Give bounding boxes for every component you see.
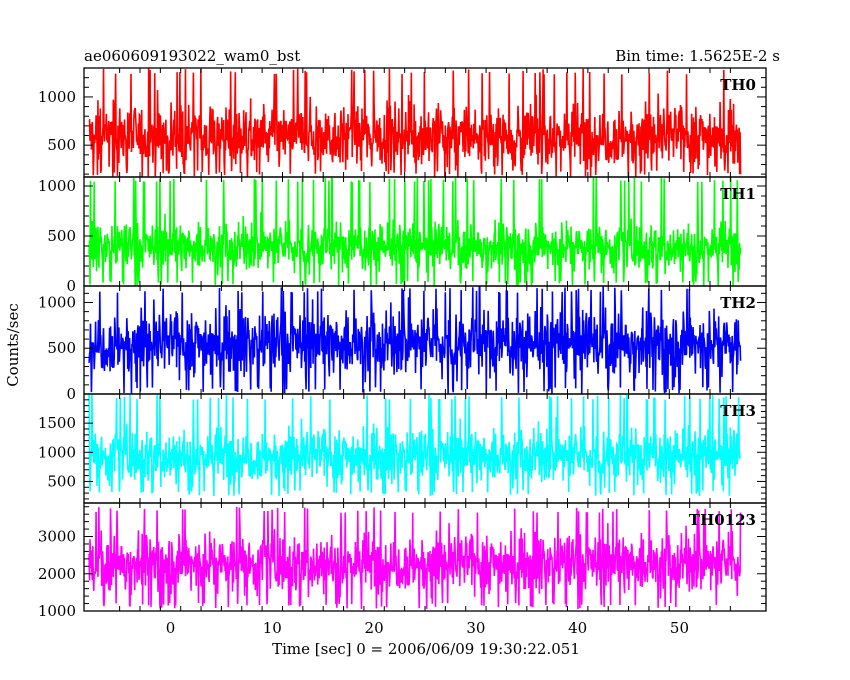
series-th3-line — [88, 394, 741, 497]
y-tick-label: 2000 — [38, 565, 76, 583]
plot-title: ae060609193022_wam0_bst — [84, 47, 300, 65]
x-tick-label: 50 — [670, 619, 689, 637]
panel-th0123: 1000 2000 3000 TH0123 — [38, 502, 767, 620]
panel-label-th0: TH0 — [720, 76, 756, 94]
y-tick-label: 1000 — [38, 88, 76, 106]
panel-label-th3: TH3 — [720, 402, 756, 420]
y-tick-label: 500 — [47, 227, 76, 245]
y-tick-label: 0 — [66, 385, 76, 403]
x-tick-label: 30 — [466, 619, 485, 637]
y-tick-label: 0 — [66, 277, 76, 295]
y-tick-label: 1000 — [38, 602, 76, 620]
panel-th3: 500 1000 1500 TH3 — [38, 393, 767, 504]
y-tick-label: 1500 — [38, 414, 76, 432]
y-tick-label: 500 — [47, 136, 76, 154]
x-tick-label: 20 — [365, 619, 384, 637]
x-tick-label: 10 — [263, 619, 282, 637]
panel-th2: 0 500 1000 TH2 — [38, 285, 767, 403]
series-th1-line — [88, 177, 742, 286]
y-tick-label: 1000 — [38, 177, 76, 195]
y-tick-label: 500 — [47, 339, 76, 357]
panel-label-th1: TH1 — [720, 185, 756, 203]
panel-th1: 0 500 1000 TH1 — [38, 176, 767, 295]
x-tick-label: 40 — [568, 619, 587, 637]
y-tick-label: 500 — [47, 472, 76, 490]
y-tick-label: 1000 — [38, 293, 76, 311]
x-tick-label: 0 — [166, 619, 176, 637]
y-axis-label: Counts/sec — [4, 303, 22, 387]
series-th2-line — [88, 286, 742, 394]
panel-label-th2: TH2 — [720, 294, 756, 312]
y-tick-label: 1000 — [38, 443, 76, 461]
y-tick-label: 3000 — [38, 528, 76, 546]
series-th0123-line — [88, 506, 742, 610]
panel-th0: 500 1000 TH0 — [38, 67, 767, 178]
panel-label-th0123: TH0123 — [689, 511, 756, 529]
bin-time-label: Bin time: 1.5625E-2 s — [615, 47, 780, 65]
series-th0-line — [88, 68, 742, 177]
x-axis-label: Time [sec] 0 = 2006/06/09 19:30:22.051 — [272, 640, 580, 658]
